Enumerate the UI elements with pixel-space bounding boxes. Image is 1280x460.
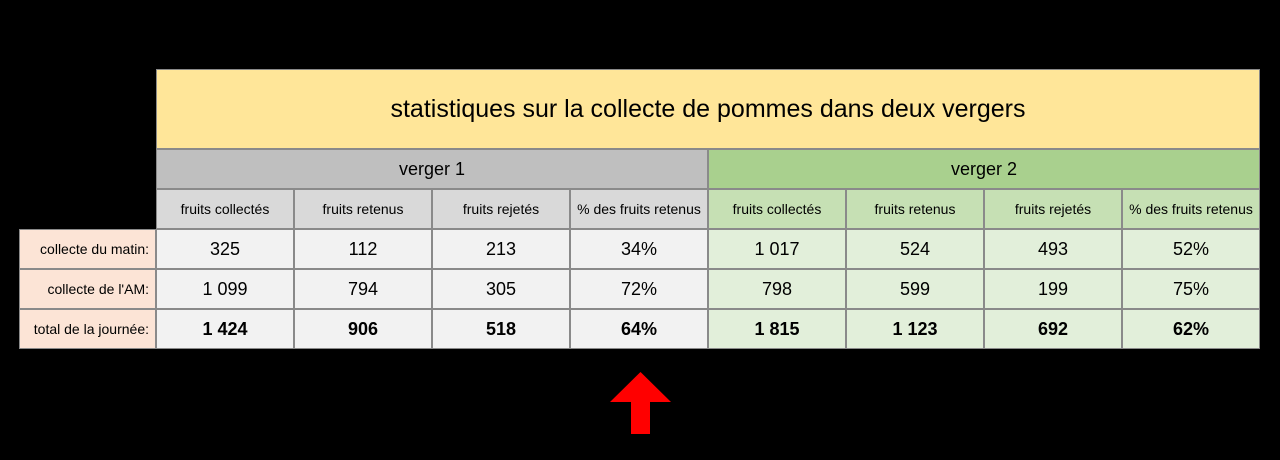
- red-up-arrow-icon: [610, 372, 671, 434]
- table-cell: 213: [432, 229, 570, 269]
- table-cell: 34%: [570, 229, 708, 269]
- row-label: collecte de l'AM:: [19, 269, 156, 309]
- column-header: % des fruits retenus: [1122, 189, 1260, 229]
- table-cell: 305: [432, 269, 570, 309]
- table-cell: 798: [708, 269, 846, 309]
- table-cell: 52%: [1122, 229, 1260, 269]
- table-cell: 199: [984, 269, 1122, 309]
- column-header: % des fruits retenus: [570, 189, 708, 229]
- column-header: fruits rejetés: [984, 189, 1122, 229]
- column-header: fruits collectés: [156, 189, 294, 229]
- table-cell: 692: [984, 309, 1122, 349]
- table-cell: 1 017: [708, 229, 846, 269]
- table-cell: 1 815: [708, 309, 846, 349]
- table-cell: 112: [294, 229, 432, 269]
- column-header: fruits collectés: [708, 189, 846, 229]
- table-cell: 518: [432, 309, 570, 349]
- table-cell: 599: [846, 269, 984, 309]
- table-title: statistiques sur la collecte de pommes d…: [156, 69, 1260, 149]
- row-label: total de la journée:: [19, 309, 156, 349]
- row-label: collecte du matin:: [19, 229, 156, 269]
- table-cell: 1 424: [156, 309, 294, 349]
- column-header: fruits rejetés: [432, 189, 570, 229]
- table-cell: 64%: [570, 309, 708, 349]
- group-header-verger-2: verger 2: [708, 149, 1260, 189]
- group-header-verger-1: verger 1: [156, 149, 708, 189]
- table-cell: 72%: [570, 269, 708, 309]
- table-cell: 906: [294, 309, 432, 349]
- table-cell: 493: [984, 229, 1122, 269]
- table-cell: 1 123: [846, 309, 984, 349]
- table-cell: 794: [294, 269, 432, 309]
- table-cell: 325: [156, 229, 294, 269]
- column-header: fruits retenus: [294, 189, 432, 229]
- table-cell: 1 099: [156, 269, 294, 309]
- table-cell: 62%: [1122, 309, 1260, 349]
- table-cell: 524: [846, 229, 984, 269]
- table-cell: 75%: [1122, 269, 1260, 309]
- column-header: fruits retenus: [846, 189, 984, 229]
